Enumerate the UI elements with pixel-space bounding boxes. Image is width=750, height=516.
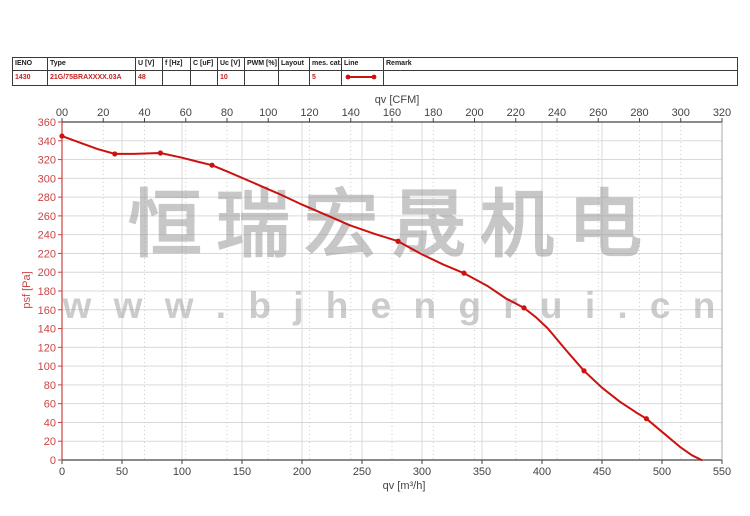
top-tick-label: 60	[180, 107, 192, 119]
curve-data-point	[395, 238, 401, 244]
curve-data-point	[643, 416, 650, 422]
top-tick-label: 280	[630, 107, 648, 119]
left-axis-title: psf [Pa]	[21, 271, 33, 308]
bottom-tick-label: 0	[59, 466, 65, 478]
top-tick-label: 320	[713, 107, 731, 119]
left-tick-label: 60	[44, 399, 56, 411]
col-header-type: Type	[47, 57, 136, 71]
col-header-mescat: mes. cat.	[309, 57, 342, 71]
top-tick-label: 300	[672, 107, 690, 119]
left-tick-label: 320	[38, 155, 56, 167]
bottom-tick-label: 400	[533, 466, 551, 478]
left-tick-label: 280	[38, 192, 56, 204]
bottom-axis-title: qv [m³/h]	[383, 480, 426, 492]
curve-data-point	[112, 151, 118, 157]
curve-data-point	[461, 270, 467, 276]
cell-u: 48	[135, 70, 163, 86]
top-tick-label: 140	[342, 107, 360, 119]
curve-data-point	[157, 150, 163, 156]
left-tick-label: 40	[44, 417, 56, 429]
line-style-sample-icon	[345, 74, 377, 80]
cell-type: 21G/75BRAXXXX.03A	[47, 70, 136, 86]
cell-uc: 10	[217, 70, 245, 86]
left-tick-label: 160	[38, 305, 56, 317]
left-tick-label: 0	[50, 455, 56, 467]
cell-remark	[383, 70, 738, 86]
watermark-cn-text: 恒瑞宏晟机电	[128, 183, 656, 266]
col-header-layout: Layout	[278, 57, 310, 71]
top-tick-label: 80	[221, 107, 233, 119]
top-tick-label: 240	[548, 107, 566, 119]
bottom-tick-label: 250	[353, 466, 371, 478]
bottom-tick-label: 500	[653, 466, 671, 478]
curve-data-point	[59, 133, 65, 139]
left-tick-label: 260	[38, 211, 56, 223]
left-tick-label: 220	[38, 248, 56, 260]
bottom-tick-label: 50	[116, 466, 128, 478]
left-tick-label: 100	[38, 361, 56, 373]
bottom-tick-label: 200	[293, 466, 311, 478]
parameter-table: IENO Type U [V] f [Hz] C [uF] Uc [V] PWM…	[12, 57, 738, 86]
col-header-remark: Remark	[383, 57, 738, 71]
left-tick-label: 20	[44, 436, 56, 448]
left-tick-label: 180	[38, 286, 56, 298]
left-tick-label: 240	[38, 230, 56, 242]
left-tick-label: 360	[38, 117, 56, 129]
bottom-tick-label: 150	[233, 466, 251, 478]
curve-data-point	[521, 305, 527, 311]
watermark-url-text: w w w . b j h e n g r u i . c n	[62, 285, 722, 326]
top-tick-label: 260	[589, 107, 607, 119]
bottom-tick-label: 550	[713, 466, 731, 478]
top-tick-label: 200	[465, 107, 483, 119]
col-header-ieno: IENO	[12, 57, 48, 71]
top-tick-label: 220	[507, 107, 525, 119]
curve-data-point	[581, 368, 587, 374]
left-tick-label: 200	[38, 267, 56, 279]
top-tick-label: 180	[424, 107, 442, 119]
left-tick-label: 120	[38, 342, 56, 354]
table-row: 1430 21G/75BRAXXXX.03A 48 10 5	[12, 70, 738, 86]
top-tick-label: 120	[300, 107, 318, 119]
top-axis-title: qv [CFM]	[375, 94, 420, 106]
left-tick-label: 340	[38, 136, 56, 148]
left-tick-label: 140	[38, 324, 56, 336]
bottom-tick-label: 450	[593, 466, 611, 478]
bottom-tick-label: 300	[413, 466, 431, 478]
col-header-uc: Uc [V]	[217, 57, 245, 71]
top-tick-label: 40	[138, 107, 150, 119]
left-tick-label: 300	[38, 173, 56, 185]
bottom-tick-label: 350	[473, 466, 491, 478]
top-tick-label: 100	[259, 107, 277, 119]
left-tick-label: 80	[44, 380, 56, 392]
curve-data-point	[209, 162, 215, 168]
top-tick-label: 00	[56, 107, 68, 119]
top-tick-label: 160	[383, 107, 401, 119]
col-header-c: C [uF]	[190, 57, 218, 71]
fan-curve	[61, 135, 703, 461]
top-tick-label: 20	[97, 107, 109, 119]
bottom-tick-label: 100	[173, 466, 191, 478]
